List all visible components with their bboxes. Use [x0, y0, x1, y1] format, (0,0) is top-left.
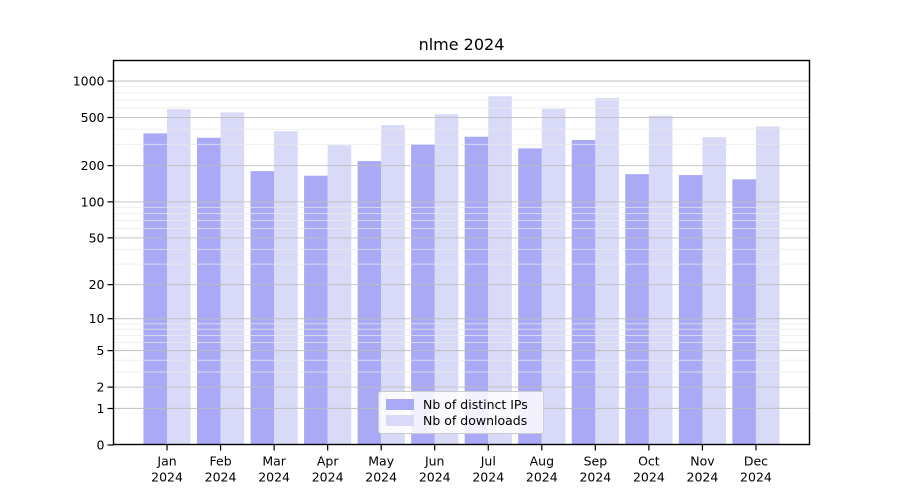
bar-distinct-ips-jun	[411, 144, 435, 445]
legend-entry-distinct-ips: Nb of distinct IPs	[386, 397, 535, 412]
x-tick-label-year: 2024	[365, 470, 397, 485]
bar-distinct-ips-aug	[518, 148, 542, 445]
y-tick-label: 1	[97, 401, 105, 416]
bar-downloads-jan	[167, 109, 191, 445]
x-tick-label-month: Jun	[424, 454, 445, 469]
x-tick-label-year: 2024	[633, 470, 665, 485]
x-tick-label-year: 2024	[258, 470, 290, 485]
x-tick-label-year: 2024	[419, 470, 451, 485]
x-tick-label-year: 2024	[151, 470, 183, 485]
y-tick-label: 500	[81, 110, 105, 125]
bar-downloads-jun	[434, 114, 459, 445]
x-tick-label-month: Jul	[480, 454, 496, 469]
x-tick-label-month: Mar	[262, 454, 286, 469]
x-tick-label-month: Aug	[530, 454, 554, 469]
x-tick-label-year: 2024	[579, 470, 611, 485]
x-tick-label-month: Jan	[156, 454, 176, 469]
plot-frame	[112, 59, 811, 446]
bar-downloads-dec	[755, 126, 780, 445]
chart-title: nlme 2024	[418, 35, 505, 54]
bar-downloads-jul	[488, 96, 512, 445]
bar-distinct-ips-nov	[678, 175, 703, 445]
legend: Nb of distinct IPs Nb of downloads	[378, 391, 544, 434]
y-tick-label: 200	[81, 158, 105, 173]
bar-distinct-ips-mar	[250, 171, 275, 445]
bar-downloads-sep	[595, 97, 619, 445]
x-tick-label-month: May	[368, 454, 394, 469]
x-tick-label-year: 2024	[312, 470, 344, 485]
bar-downloads-nov	[702, 137, 727, 445]
legend-swatch-distinct-ips	[386, 398, 414, 410]
y-tick-label: 50	[89, 230, 105, 245]
y-tick-label: 1000	[73, 74, 105, 89]
legend-label-downloads: Nb of downloads	[423, 413, 528, 429]
bar-distinct-ips-jan	[143, 133, 168, 445]
y-tick-label: 20	[89, 277, 105, 292]
x-tick-label-month: Sep	[584, 454, 608, 469]
y-tick-label: 5	[97, 343, 105, 358]
legend-swatch-downloads	[386, 415, 414, 427]
bar-downloads-oct	[648, 115, 673, 445]
bar-downloads-apr	[327, 145, 352, 445]
y-tick-label: 0	[97, 438, 105, 453]
bar-downloads-aug	[541, 108, 566, 445]
x-tick-label-month: Dec	[744, 454, 768, 469]
bar-downloads-mar	[274, 131, 298, 445]
bar-distinct-ips-may	[357, 161, 382, 445]
x-tick-label-year: 2024	[687, 470, 719, 485]
bar-distinct-ips-sep	[571, 139, 596, 445]
x-tick-label-month: Apr	[317, 454, 339, 469]
x-tick-label-month: Nov	[690, 454, 715, 469]
bar-distinct-ips-dec	[732, 179, 756, 445]
x-tick-label-month: Feb	[210, 454, 232, 469]
x-tick-label-year: 2024	[740, 470, 772, 485]
y-tick-label: 10	[89, 311, 105, 326]
x-tick-label-year: 2024	[472, 470, 504, 485]
legend-entry-downloads: Nb of downloads	[386, 413, 535, 428]
bar-distinct-ips-apr	[304, 175, 328, 445]
y-tick-label: 2	[97, 380, 105, 395]
bar-downloads-feb	[220, 112, 245, 445]
x-tick-label-year: 2024	[526, 470, 558, 485]
bar-distinct-ips-feb	[196, 137, 221, 445]
y-tick-label: 100	[81, 194, 105, 209]
x-tick-label-year: 2024	[205, 470, 237, 485]
x-tick-label-month: Oct	[638, 454, 660, 469]
bar-distinct-ips-oct	[625, 174, 649, 445]
legend-label-distinct-ips: Nb of distinct IPs	[423, 396, 528, 412]
